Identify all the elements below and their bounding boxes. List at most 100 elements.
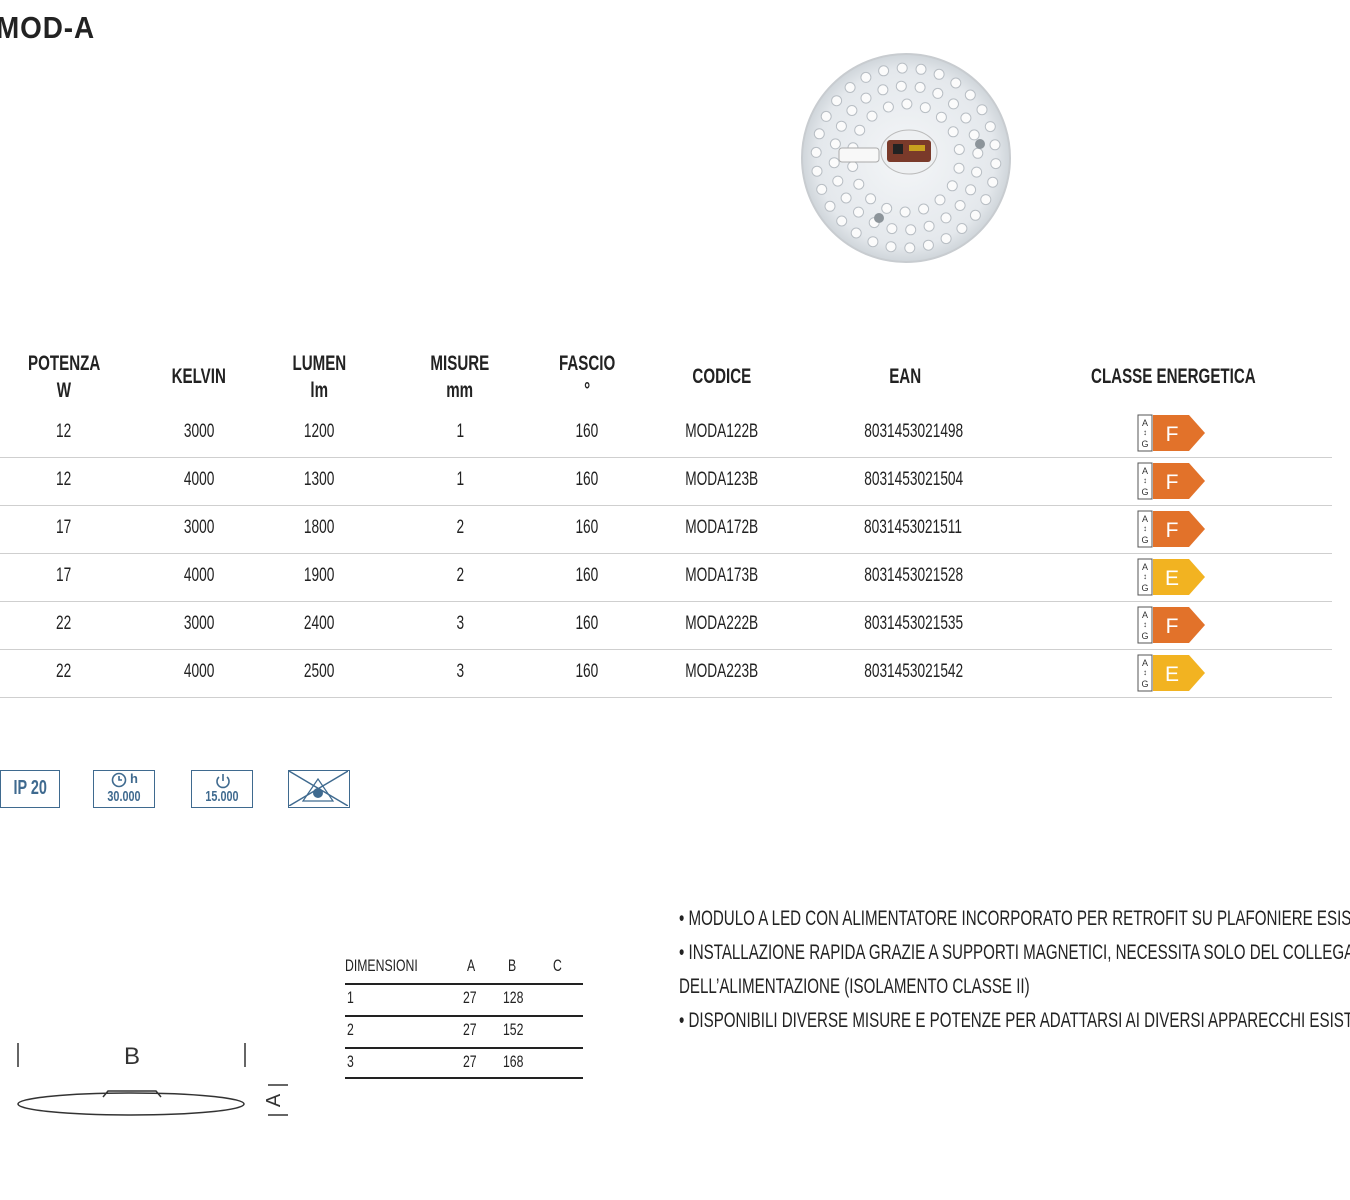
led-chip [878, 65, 890, 77]
header-fascio: FASCIO ° [558, 352, 616, 402]
led-chip [915, 63, 927, 75]
dim-header-c: C [553, 956, 562, 975]
cell-misure: 3 [456, 613, 464, 634]
led-chip [867, 236, 879, 248]
led-chip [948, 98, 959, 110]
cell-potenza: 17 [56, 565, 72, 586]
energy-label-icon: A↕ G E [1137, 558, 1205, 596]
no-light-hazard-icon [288, 770, 350, 808]
led-chip [984, 121, 996, 133]
cell-misure: 3 [456, 661, 464, 682]
energy-class-badge: A ↕ G F [1137, 413, 1207, 453]
led-chip [850, 227, 862, 239]
cell-lumen: 1900 [303, 565, 335, 586]
svg-text:G: G [1141, 487, 1148, 497]
svg-text:A: A [1142, 658, 1148, 668]
led-chip [946, 180, 958, 192]
dim-header-b: B [508, 956, 517, 975]
dim-cell-a: 27 [463, 1052, 477, 1071]
header-classe-energetica: CLASSE ENERGETICA [1090, 365, 1256, 388]
led-chip [933, 68, 945, 80]
svg-text:G: G [1141, 583, 1148, 593]
led-chip [831, 95, 843, 107]
led-chip [972, 147, 984, 159]
cell-misure: 1 [456, 421, 464, 442]
switch-cycles-icon: 15.000 [191, 770, 253, 808]
led-chip [828, 157, 840, 169]
energy-label-icon: A↕ G F [1137, 606, 1205, 644]
led-chip [895, 80, 907, 92]
led-chip [811, 165, 823, 177]
led-chip [882, 101, 894, 113]
led-chip [987, 176, 999, 188]
dim-header-label: DIMENSIONI [345, 956, 418, 975]
led-chip [840, 192, 852, 204]
svg-text:G: G [1141, 535, 1148, 545]
led-chip [904, 242, 916, 254]
svg-text:G: G [1141, 679, 1148, 689]
power-icon [216, 774, 230, 789]
energy-class-badge: A ↕ G E [1137, 653, 1207, 693]
cell-fascio: 160 [575, 661, 599, 682]
header-kelvin: KELVIN [171, 365, 227, 388]
led-chip [923, 220, 935, 232]
header-codice: CODICE [692, 365, 752, 388]
svg-text:↕: ↕ [1143, 524, 1147, 533]
dim-row-divider [345, 1047, 583, 1049]
led-module-image [801, 53, 1011, 263]
dim-cell-n: 2 [347, 1020, 354, 1039]
energy-label-icon: A↕ G F [1137, 462, 1205, 500]
led-chip [881, 202, 893, 214]
led-chip [836, 215, 848, 227]
energy-class-badge: A ↕ G F [1137, 509, 1207, 549]
lifetime-hours-icon: h 30.000 [93, 770, 155, 808]
led-chip [816, 183, 828, 195]
ip20-icon: IP 20 [0, 770, 60, 808]
svg-text:A: A [1142, 610, 1148, 620]
led-chip [918, 203, 930, 215]
dim-row-divider [345, 983, 583, 985]
led-chip [934, 194, 946, 206]
cell-fascio: 160 [575, 517, 599, 538]
led-chip [940, 212, 952, 224]
cell-misure: 1 [456, 469, 464, 490]
led-chip [919, 102, 931, 114]
cell-potenza: 12 [56, 421, 72, 442]
row-divider [0, 601, 1332, 602]
energy-class-badge: A ↕ G F [1137, 461, 1207, 501]
energy-label-icon: A↕ G E [1137, 654, 1205, 692]
feature-line: • DISPONIBILI DIVERSE MISURE E POTENZE P… [679, 1009, 1350, 1032]
led-chip [896, 62, 908, 74]
led-chip [877, 84, 889, 96]
cell-codice: MODA223B [685, 661, 759, 682]
svg-text:↕: ↕ [1143, 572, 1147, 581]
header-misure: MISURE mm [430, 352, 490, 402]
row-divider [0, 457, 1332, 458]
energy-class-letter: F [1166, 615, 1179, 638]
dimension-drawing [17, 1043, 288, 1116]
led-chip [980, 194, 992, 206]
led-chip [810, 146, 822, 158]
led-chip [932, 87, 944, 99]
dim-row-divider [345, 1077, 583, 1079]
energy-class-letter: F [1166, 519, 1179, 542]
energy-label-icon: A↕ G F [1137, 414, 1205, 452]
led-chip [953, 144, 965, 155]
cell-fascio: 160 [575, 469, 599, 490]
svg-text:A: A [1142, 562, 1148, 572]
led-chip [853, 206, 864, 218]
cell-codice: MODA222B [685, 613, 759, 634]
led-chip [965, 184, 977, 196]
row-divider [0, 649, 1332, 650]
energy-class-badge: A ↕ G E [1137, 557, 1207, 597]
led-chip [905, 224, 917, 236]
led-chip [853, 178, 865, 190]
led-chip [989, 139, 1001, 151]
cell-potenza: 17 [56, 517, 72, 538]
cell-kelvin: 3000 [183, 421, 215, 442]
cell-codice: MODA173B [685, 565, 759, 586]
cell-ean: 8031453021498 [864, 421, 964, 442]
cell-kelvin: 4000 [183, 469, 215, 490]
led-chip [901, 98, 913, 110]
header-lumen: LUMEN lm [292, 352, 346, 402]
